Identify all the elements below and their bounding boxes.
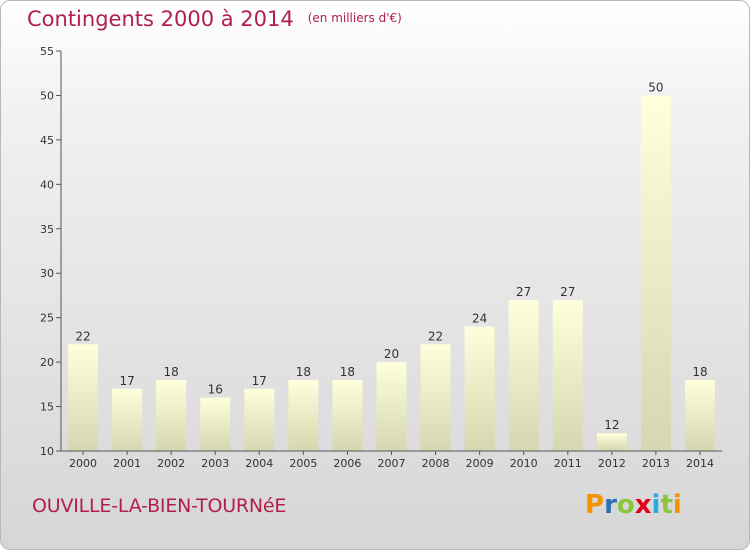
bar-2006 <box>332 379 363 451</box>
logo-letter: i <box>672 490 682 520</box>
x-tick-label-2008: 2008 <box>422 457 450 470</box>
x-tick-label-2007: 2007 <box>378 457 406 470</box>
y-tick-label: 20 <box>40 356 54 369</box>
bar-2005 <box>288 379 319 451</box>
logo-letter: x <box>634 490 652 520</box>
bar-2012 <box>596 433 627 451</box>
data-label-2011: 27 <box>560 285 575 299</box>
y-tick-label: 50 <box>40 89 54 102</box>
data-label-2014: 18 <box>692 365 707 379</box>
bar-2007 <box>376 362 407 451</box>
bars: 22 17 18 16 17 18 18 20 22 24 27 27 12 50 18 <box>68 80 715 451</box>
commune-name: OUVILLE-LA-BIEN-TOURNéE <box>32 495 287 517</box>
data-label-2007: 20 <box>384 347 399 361</box>
y-tick-label: 35 <box>40 223 54 236</box>
y-tick-label: 45 <box>40 134 54 147</box>
data-label-2003: 16 <box>208 383 223 397</box>
chart-title: Contingents 2000 à 2014 (en milliers d'€) <box>27 7 402 31</box>
y-tick-label: 25 <box>40 312 54 325</box>
x-tick-label-2011: 2011 <box>554 457 582 470</box>
x-tick-label-2005: 2005 <box>289 457 317 470</box>
x-tick-label-2002: 2002 <box>157 457 185 470</box>
y-tick-label: 40 <box>40 178 54 191</box>
y-tick-label: 55 <box>40 45 54 58</box>
x-tick-label-2006: 2006 <box>333 457 361 470</box>
bar-2014 <box>684 379 715 451</box>
x-tick-label-2003: 2003 <box>201 457 229 470</box>
bar-2013 <box>640 95 671 451</box>
x-tick-label-2013: 2013 <box>642 457 670 470</box>
x-tick-label-2004: 2004 <box>245 457 273 470</box>
bar-2009 <box>464 326 495 451</box>
data-label-2002: 18 <box>164 365 179 379</box>
data-label-2012: 12 <box>604 418 619 432</box>
logo-letter: o <box>616 490 635 520</box>
data-label-2009: 24 <box>472 312 487 326</box>
data-label-2000: 22 <box>75 329 90 343</box>
bar-2000 <box>68 344 99 451</box>
logo-letter: t <box>660 490 673 520</box>
logo-letter: r <box>604 490 617 520</box>
y-tick-label: 30 <box>40 267 54 280</box>
unit-label: (en milliers d'€) <box>307 11 402 25</box>
y-tick-label: 15 <box>40 401 54 414</box>
data-label-2004: 17 <box>252 374 267 388</box>
bar-2004 <box>244 388 275 451</box>
x-tick-label-2009: 2009 <box>466 457 494 470</box>
data-label-2013: 50 <box>648 80 663 94</box>
bar-2002 <box>156 379 187 451</box>
bar-2010 <box>508 299 539 451</box>
bar-2011 <box>552 299 583 451</box>
x-tick-label-2010: 2010 <box>510 457 538 470</box>
x-tick-label-2014: 2014 <box>686 457 714 470</box>
bar-2001 <box>112 388 143 451</box>
x-tick-label-2001: 2001 <box>113 457 141 470</box>
data-label-2008: 22 <box>428 329 443 343</box>
title-text: Contingents 2000 à 2014 <box>27 7 294 31</box>
data-label-2005: 18 <box>296 365 311 379</box>
y-tick-label: 10 <box>40 445 54 458</box>
x-tick-label-2000: 2000 <box>69 457 97 470</box>
bar-2008 <box>420 344 451 451</box>
logo-letter: P <box>585 490 605 520</box>
proxiti-logo[interactable]: Proxiti <box>585 490 682 520</box>
data-label-2001: 17 <box>119 374 134 388</box>
logo-letter: i <box>651 490 661 520</box>
data-label-2010: 27 <box>516 285 531 299</box>
data-label-2006: 18 <box>340 365 355 379</box>
x-tick-label-2012: 2012 <box>598 457 626 470</box>
bar-2003 <box>200 397 231 451</box>
x-axis: 2000 2001 2002 2003 2004 2005 2006 2007 2008 2009… <box>61 450 722 470</box>
y-axis: 10 15 20 25 30 35 40 45 50 55 <box>40 45 62 458</box>
